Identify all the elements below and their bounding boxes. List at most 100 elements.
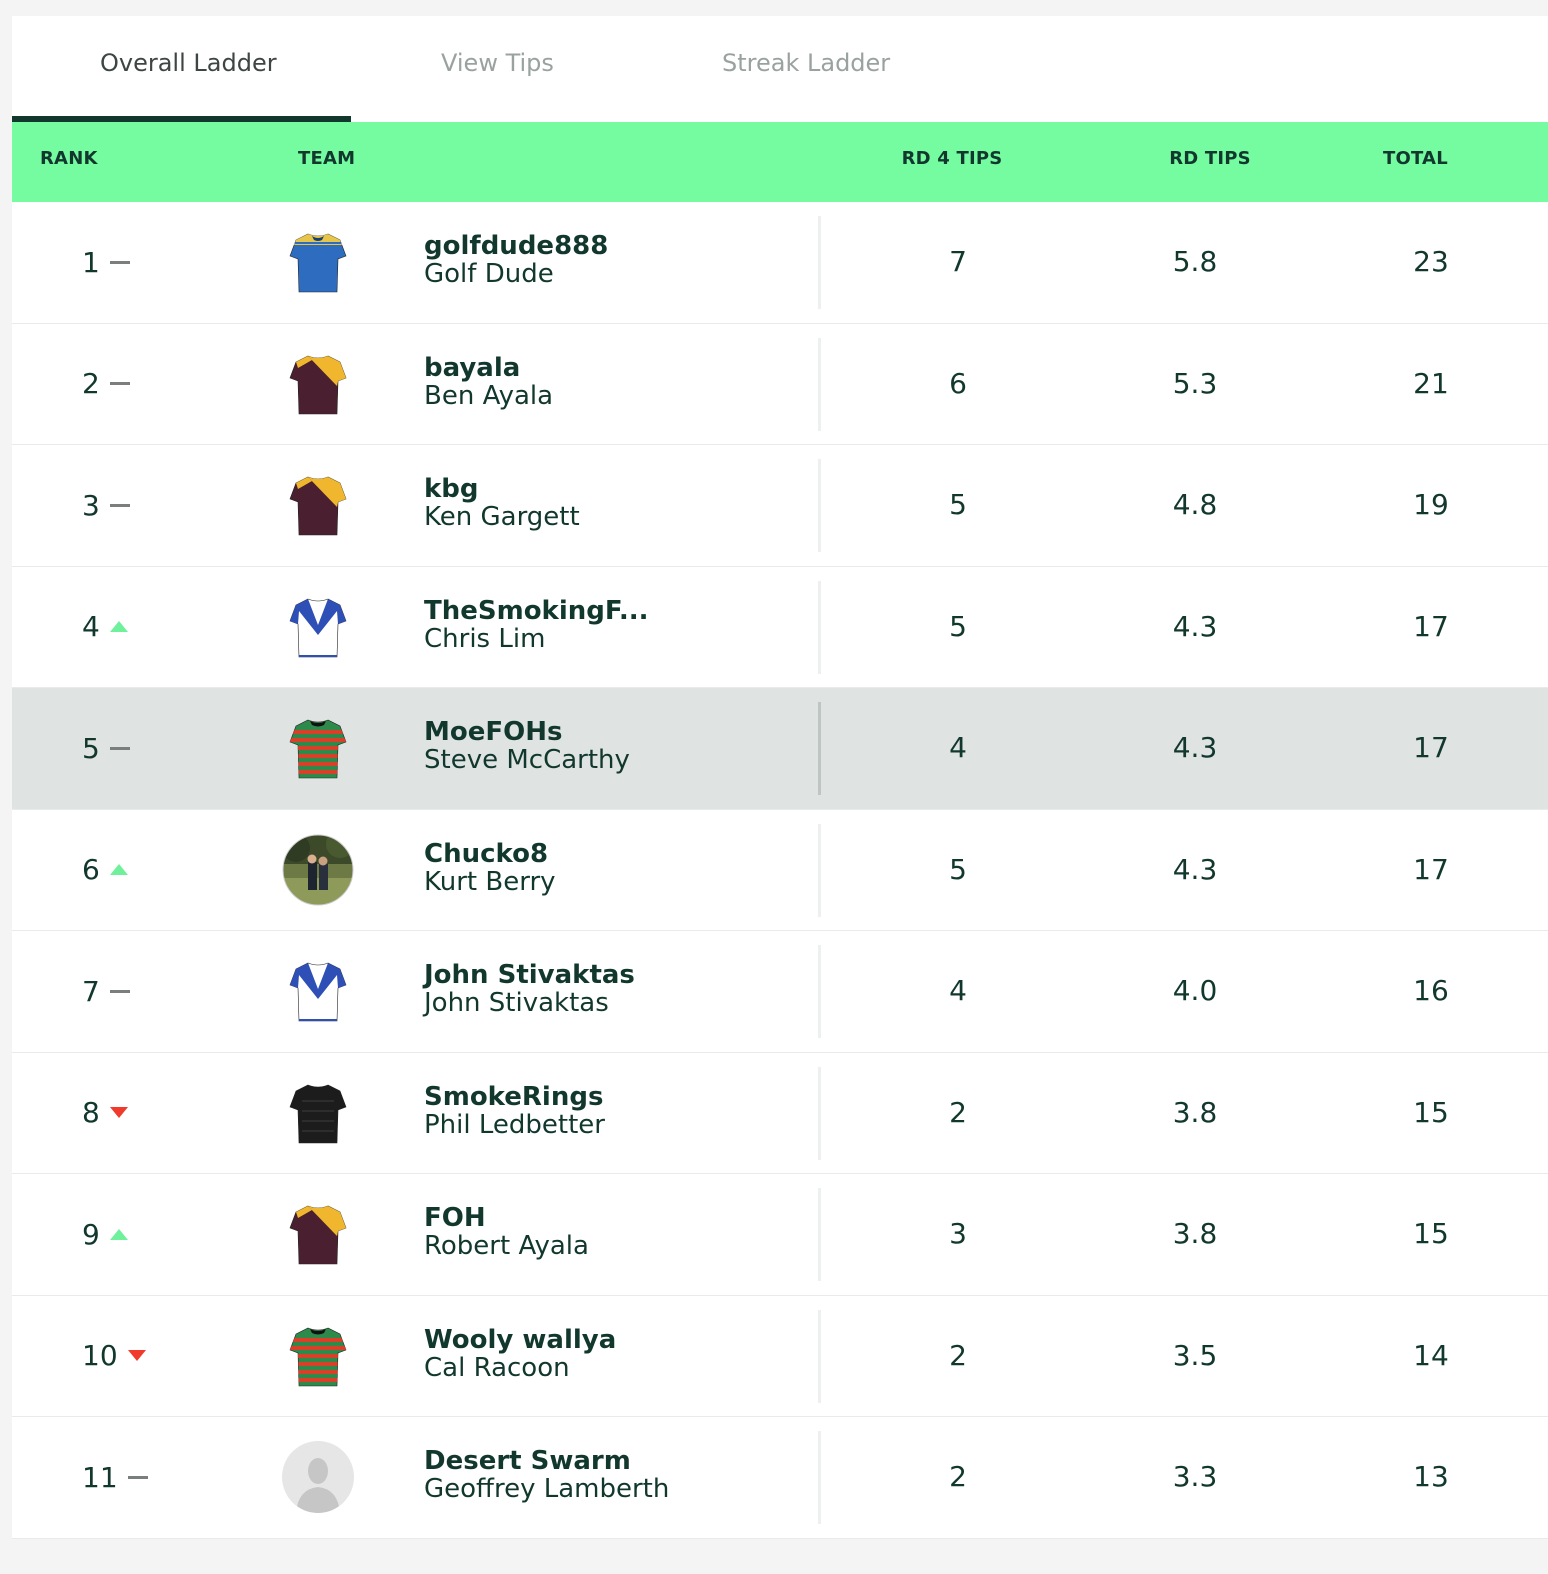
table-row[interactable]: 2 bayala Ben Ayala 6 5.3 21: [12, 323, 1548, 445]
tipper-full-name: Robert Ayala: [424, 1231, 589, 1261]
column-divider: [818, 216, 821, 309]
tipper-username[interactable]: Desert Swarm: [424, 1446, 631, 1476]
rank-cell: 9: [82, 1174, 128, 1294]
rank-number: 9: [82, 1217, 100, 1251]
table-row[interactable]: 10 Wooly wallya Cal Racoon 2 3.5 14: [12, 1295, 1548, 1417]
tipper-names[interactable]: Chucko8 Kurt Berry: [424, 840, 556, 896]
tipper-names[interactable]: John Stivaktas John Stivaktas: [424, 961, 635, 1017]
rank-cell: 8: [82, 1053, 128, 1173]
tipper-names[interactable]: bayala Ben Ayala: [424, 354, 553, 410]
rd4-tips-value: 5: [949, 609, 967, 643]
table-row[interactable]: 4 TheSmokingF... Chris Lim 5 4.3 17: [12, 566, 1548, 688]
tipper-username[interactable]: John Stivaktas: [424, 960, 635, 990]
tab-overall-ladder[interactable]: Overall Ladder: [100, 49, 277, 77]
tipper-names[interactable]: kbg Ken Gargett: [424, 475, 580, 531]
tipper-full-name: Kurt Berry: [424, 866, 556, 897]
tipper-username[interactable]: TheSmokingF...: [424, 595, 649, 626]
total-tips-value: 15: [1413, 1095, 1449, 1129]
rank-cell: 5: [82, 688, 130, 808]
rank-cell: 1: [82, 202, 130, 322]
team-jersey-icon: [282, 469, 354, 541]
table-row[interactable]: 8 SmokeRings Phil Ledbetter 2 3.8 15: [12, 1052, 1548, 1174]
tipper-full-name: Geoffrey Lamberth: [424, 1474, 670, 1504]
rank-number: 7: [82, 974, 100, 1008]
total-tips-value: 13: [1413, 1460, 1449, 1493]
default-avatar-icon: [282, 1441, 354, 1513]
rank-cell: 2: [82, 324, 130, 444]
rd4-tips-value: 4: [949, 731, 967, 764]
total-tips-value: 16: [1413, 974, 1449, 1007]
rd4-tips-value: 7: [949, 245, 967, 278]
tipper-names[interactable]: Wooly wallya Cal Racoon: [424, 1326, 616, 1382]
column-divider: [818, 1309, 821, 1403]
rd-tips-value: 3.3: [1172, 1460, 1218, 1493]
trend-unchanged-icon: [127, 1475, 148, 1479]
total-tips-value: 17: [1413, 609, 1449, 643]
tab-streak-ladder[interactable]: Streak Ladder: [722, 49, 891, 77]
column-divider: [818, 337, 821, 431]
trend-up-icon: [109, 864, 128, 875]
tipper-names[interactable]: MoeFOHs Steve McCarthy: [424, 718, 630, 774]
table-header: RANK TEAM RD 4 TIPS RD TIPS TOTAL TIPS: [12, 122, 1548, 243]
rank-number: 2: [82, 367, 100, 400]
column-divider: [818, 702, 821, 795]
tipper-full-name: Chris Lim: [424, 623, 546, 654]
rank-cell: 3: [82, 445, 130, 565]
rd-tips-value: 3.5: [1172, 1338, 1218, 1372]
team-jersey-icon: [282, 1320, 354, 1392]
ladder-panel: Overall Ladder View Tips Streak Ladder R…: [12, 16, 1548, 1539]
table-row[interactable]: 3 kbg Ken Gargett 5 4.8 19: [12, 445, 1548, 567]
rank-number: 8: [82, 1096, 100, 1129]
tipper-names[interactable]: Desert Swarm Geoffrey Lamberth: [424, 1447, 669, 1503]
trend-unchanged-icon: [109, 746, 130, 750]
table-row[interactable]: 9 FOH Robert Ayala 3 3.8 15: [12, 1174, 1548, 1296]
rd4-tips-value: 6: [949, 366, 967, 400]
team-jersey-icon: [282, 955, 354, 1027]
column-header-rd-tips[interactable]: RD TIPS: [1169, 148, 1251, 169]
tab-view-tips[interactable]: View Tips: [441, 49, 554, 77]
tipper-username[interactable]: FOH: [424, 1203, 486, 1233]
team-jersey-icon: [282, 348, 354, 420]
rd-tips-value: 3.8: [1172, 1095, 1218, 1129]
tipper-names[interactable]: FOH Robert Ayala: [424, 1204, 589, 1260]
trend-unchanged-icon: [109, 382, 130, 385]
total-tips-value: 23: [1413, 245, 1449, 278]
column-header-rd4-tips[interactable]: RD 4 TIPS: [901, 148, 1003, 169]
table-row[interactable]: 11 Desert Swarm Geoffrey Lamberth 2 3.3 …: [12, 1417, 1548, 1539]
tipper-username[interactable]: bayala: [424, 352, 521, 383]
column-header-rank[interactable]: RANK: [40, 148, 98, 169]
table-row[interactable]: 6 Chucko8 Kurt Berry 5 4.3 17: [12, 809, 1548, 931]
table-row[interactable]: 7 John Stivaktas John Stivaktas 4 4.0 16: [12, 931, 1548, 1053]
tipper-full-name: Ken Gargett: [424, 502, 580, 532]
tipper-username[interactable]: Wooly wallya: [424, 1324, 617, 1355]
rank-number: 3: [82, 488, 100, 522]
rd4-tips-value: 2: [949, 1095, 967, 1129]
rd4-tips-value: 3: [949, 1217, 967, 1250]
tipper-username[interactable]: Chucko8: [424, 838, 549, 869]
tipper-names[interactable]: golfdude888 Golf Dude: [424, 232, 608, 288]
total-tips-value: 14: [1413, 1338, 1449, 1372]
trend-down-icon: [109, 1107, 128, 1118]
tipper-full-name: Cal Racoon: [424, 1352, 570, 1383]
tipper-names[interactable]: TheSmokingF... Chris Lim: [424, 597, 648, 653]
ladder-table-body: 1 golfdude888 Golf Dude 7 5.8 23 2 bayal…: [12, 202, 1548, 1539]
table-row[interactable]: 1 golfdude888 Golf Dude 7 5.8 23: [12, 202, 1548, 324]
team-jersey-icon: [282, 712, 354, 784]
tipper-names[interactable]: SmokeRings Phil Ledbetter: [424, 1083, 605, 1139]
rank-cell: 11: [82, 1417, 148, 1537]
column-divider: [818, 1431, 821, 1524]
tipper-username[interactable]: MoeFOHs: [424, 717, 563, 747]
tipper-username[interactable]: SmokeRings: [424, 1081, 604, 1112]
team-jersey-icon: [282, 1198, 354, 1270]
tipper-username[interactable]: kbg: [424, 474, 479, 504]
column-divider: [818, 459, 821, 552]
rd4-tips-value: 2: [949, 1460, 967, 1493]
tipper-full-name: Ben Ayala: [424, 380, 554, 411]
rank-number: 1: [82, 245, 100, 279]
total-tips-value: 19: [1413, 488, 1449, 521]
table-row[interactable]: 5 MoeFOHs Steve McCarthy 4 4.3 17: [12, 688, 1548, 810]
trend-unchanged-icon: [109, 989, 130, 993]
rd-tips-value: 4.3: [1172, 609, 1218, 643]
tipper-username[interactable]: golfdude888: [424, 231, 609, 261]
total-tips-value: 21: [1413, 366, 1449, 400]
